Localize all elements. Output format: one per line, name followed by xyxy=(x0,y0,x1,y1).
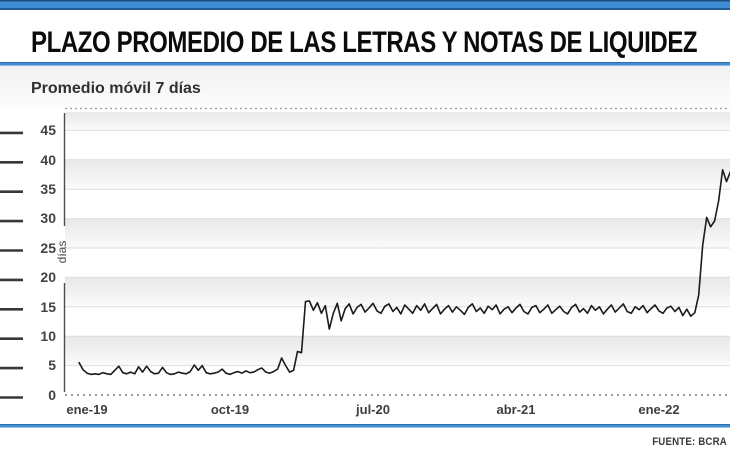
top-accent-bar xyxy=(0,0,730,10)
y-tick-label: 10 xyxy=(40,328,56,344)
bottom-divider xyxy=(0,424,730,428)
subtitle-band xyxy=(0,66,730,110)
y-tick-label: 40 xyxy=(40,152,56,168)
y-axis-title: días xyxy=(55,240,69,264)
y-tick-label: 25 xyxy=(40,240,56,256)
y-tick-label: 0 xyxy=(48,387,56,403)
y-tick-label: 45 xyxy=(40,122,56,138)
x-tick-label: ene-19 xyxy=(66,402,108,417)
x-tick-label: jul-20 xyxy=(356,402,390,417)
chart-subtitle: Promedio móvil 7 días xyxy=(31,80,201,97)
y-tick-label: 35 xyxy=(40,181,56,197)
y-tick-label: 5 xyxy=(48,357,56,373)
x-tick-label: abr-21 xyxy=(496,402,536,417)
x-tick-label: ene-22 xyxy=(638,402,680,417)
y-tick-label: 20 xyxy=(40,269,56,285)
y-tick-label: 15 xyxy=(40,299,56,315)
page-title: PLAZO PROMEDIO DE LAS LETRAS Y NOTAS DE … xyxy=(31,26,698,59)
y-tick-label: 30 xyxy=(40,210,56,226)
x-tick-label: oct-19 xyxy=(210,402,250,417)
title-divider xyxy=(0,62,730,66)
source-credit: FUENTE: BCRA xyxy=(652,436,727,448)
